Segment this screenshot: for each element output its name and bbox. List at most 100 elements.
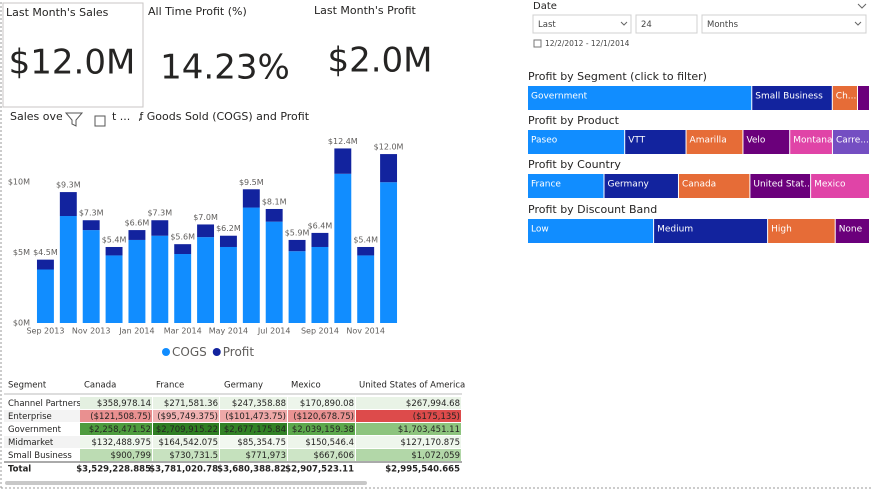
- bar-segment: [380, 154, 398, 183]
- treemap-segment[interactable]: [835, 219, 869, 243]
- card-value: 14.23%: [160, 48, 290, 88]
- table-cell-bg: [220, 436, 287, 448]
- treemap-segment[interactable]: [686, 130, 743, 154]
- treemap-segment[interactable]: [678, 174, 750, 198]
- total-label: $5.9M: [285, 228, 310, 237]
- row-header: Government: [8, 425, 62, 435]
- chevron: [854, 21, 862, 26]
- segment-label: Paseo: [531, 136, 558, 146]
- treemap-segment[interactable]: [743, 130, 790, 154]
- y-tick-label: $5M: [13, 248, 30, 257]
- treemap-segment[interactable]: [832, 130, 869, 154]
- table-cell: $667,606: [313, 451, 354, 461]
- treemap-segment[interactable]: [528, 130, 625, 154]
- table-cell-bg: [80, 410, 152, 422]
- bar-segment: [105, 255, 123, 323]
- table-header: United States of America: [359, 381, 465, 391]
- chevron: [620, 21, 628, 26]
- table-row-bg: [4, 449, 80, 461]
- bar-segment: [82, 230, 100, 323]
- table-cell-bg: [356, 410, 461, 422]
- segment-label: United Stat...: [753, 180, 812, 190]
- treemap-segment[interactable]: [750, 174, 811, 198]
- table-cell-bg: [80, 423, 152, 435]
- x-tick-label: Nov 2013: [72, 327, 111, 336]
- bar-segment: [36, 269, 54, 323]
- table-total: $2,995,540.665: [385, 465, 460, 475]
- table-header: France: [156, 381, 184, 391]
- segment-label: None: [839, 225, 863, 235]
- treemap-segment[interactable]: [654, 219, 768, 243]
- segment-label: Mexico: [814, 180, 846, 190]
- filter-icon[interactable]: [64, 112, 84, 127]
- segment-label: Germany: [607, 180, 649, 190]
- bar-segment: [288, 239, 306, 252]
- legend-label: COGS: [172, 345, 207, 359]
- total-label: $7.3M: [79, 209, 104, 218]
- segment-label: France: [531, 180, 561, 190]
- treemap-segment[interactable]: [625, 130, 686, 154]
- table-cell: $132,488.975: [92, 438, 151, 448]
- visual-title: Profit by Segment (click to filter): [528, 70, 707, 83]
- table-row-bg: [4, 410, 80, 422]
- bar-segment: [151, 220, 169, 236]
- bar-segment: [311, 232, 329, 247]
- number-input[interactable]: [635, 14, 698, 34]
- table-cell: $247,358.88: [232, 399, 286, 409]
- x-tick-label: Nov 2014: [346, 327, 385, 336]
- treemap-segment[interactable]: [528, 86, 752, 110]
- table-cell: $150,546.4: [305, 438, 354, 448]
- visual-title: Profit by Country: [528, 158, 621, 171]
- focus-icon[interactable]: [94, 115, 106, 127]
- table-cell-bg: [288, 423, 355, 435]
- table-cell-bg: [220, 410, 287, 422]
- bar-segment: [219, 235, 237, 247]
- table-cell-bg: [80, 449, 152, 461]
- table-cell: $900,799: [110, 451, 151, 461]
- bar-segment: [311, 246, 329, 323]
- treemap-segment[interactable]: [752, 86, 832, 110]
- scrollbar[interactable]: [5, 481, 367, 485]
- treemap-segment[interactable]: [857, 86, 869, 110]
- bar-segment: [334, 148, 352, 174]
- chart-title: Sales over Time, Cost of Goods Sold (COG…: [10, 110, 310, 123]
- table-cell-bg: [288, 436, 355, 448]
- card-title: Last Month's Profit: [314, 4, 417, 17]
- dropdown[interactable]: [532, 14, 632, 34]
- treemap-segment[interactable]: [604, 174, 678, 198]
- table-header: Segment: [8, 381, 47, 391]
- table-cell: $170,890.08: [300, 399, 354, 409]
- bar-segment: [265, 208, 283, 222]
- treemap-segment[interactable]: [768, 219, 835, 243]
- row-header: Enterprise: [8, 412, 52, 422]
- bar-segment: [380, 182, 398, 323]
- table-cell: $164,542.075: [159, 438, 218, 448]
- dropdown[interactable]: [701, 14, 867, 34]
- dropdown-text: Months: [707, 20, 739, 30]
- segment-label: Carre...: [836, 136, 869, 146]
- card-value: $2.0M: [327, 41, 432, 81]
- table-row-bg: [4, 397, 80, 409]
- table-cell-bg: [288, 449, 355, 461]
- more-options-icon[interactable]: t ...: [112, 110, 130, 123]
- table-cell: ($101,473.75): [225, 412, 286, 422]
- total-label: $9.5M: [239, 178, 264, 187]
- total-label: $12.4M: [328, 137, 358, 146]
- treemap-segment[interactable]: [811, 174, 869, 198]
- segment-label: VTT: [628, 136, 645, 146]
- treemap-segment[interactable]: [790, 130, 832, 154]
- table-header: Canada: [84, 381, 116, 391]
- table-cell-bg: [356, 436, 461, 448]
- x-tick-label: Sep 2013: [26, 327, 64, 336]
- table-cell: $271,581.36: [164, 399, 218, 409]
- table-cell-bg: [220, 423, 287, 435]
- treemap-segment[interactable]: [528, 219, 654, 243]
- treemap-segment[interactable]: [832, 86, 857, 110]
- table-total: Total: [8, 465, 31, 475]
- treemap-segment[interactable]: [528, 174, 604, 198]
- bar-segment: [197, 237, 215, 323]
- bar-segment: [197, 224, 215, 238]
- table-cell: ($95,749.375): [157, 412, 218, 422]
- table-total: $3,529,228.885: [76, 465, 151, 475]
- card-title: All Time Profit (%): [148, 5, 247, 18]
